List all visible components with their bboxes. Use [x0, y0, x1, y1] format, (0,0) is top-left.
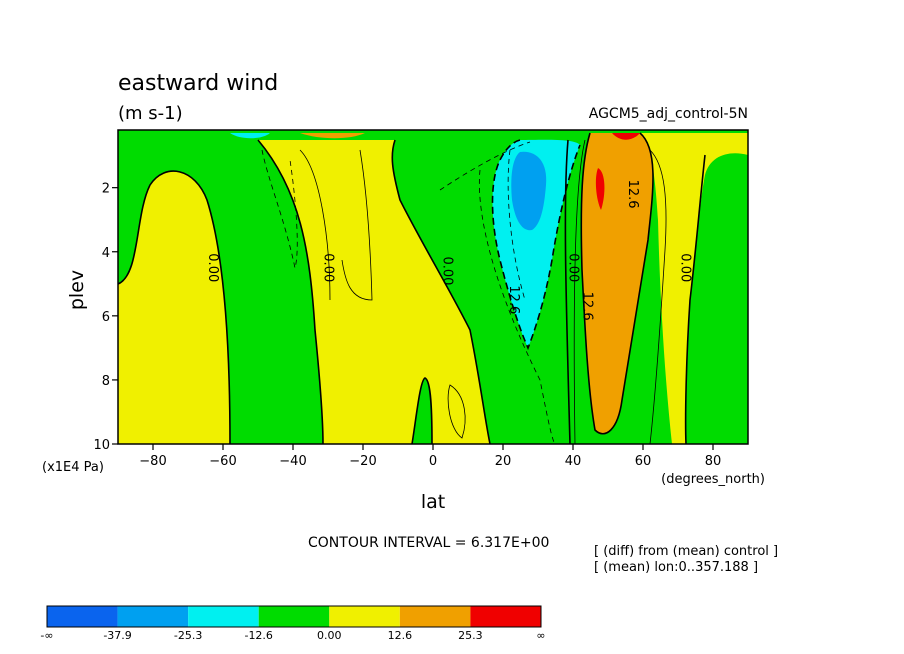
- colorbar-frame: [46, 605, 542, 628]
- field-yellow-central: [258, 140, 490, 444]
- x-tick-label: 20: [495, 454, 512, 469]
- field-red-top: [612, 133, 640, 140]
- contour-126-jet: [491, 139, 581, 351]
- y-tick-label: 10: [93, 438, 110, 453]
- contour-label: 0.00: [321, 253, 336, 282]
- contour-label: 0.00: [566, 253, 581, 282]
- colorbar-label: -25.3: [174, 629, 202, 642]
- x-axis-label: lat: [421, 491, 445, 513]
- x-tick-label: 40: [565, 454, 582, 469]
- contour-thin-2: [299, 149, 331, 301]
- contour-interval: CONTOUR INTERVAL = 6.317E+00: [308, 535, 549, 551]
- field-cyan-sh: [230, 133, 270, 139]
- field-red-core: [595, 168, 605, 210]
- contour-thin-5: [573, 139, 586, 444]
- y-tick-label: 4: [102, 246, 110, 261]
- contour-label: 12.6: [580, 292, 595, 321]
- contour-thin-4: [649, 149, 667, 444]
- contour-label: 0.00: [440, 257, 455, 286]
- x-tick-label: 0: [429, 454, 437, 469]
- contour-zero-5: [564, 139, 571, 444]
- y-tick-label: 8: [102, 374, 110, 389]
- contour-zero-1: [118, 170, 231, 444]
- x-tick-label: −80: [139, 454, 166, 469]
- contour-thin-dashed-2: [439, 141, 531, 191]
- colorbar-swatch: [329, 606, 400, 627]
- contour-zero-4: [411, 377, 433, 444]
- contour-zero-2: [257, 139, 324, 444]
- x-axis: −80 −60 −40 −20 0 20 40 60 80: [139, 444, 721, 469]
- field-orange-top: [300, 133, 365, 139]
- y-tick-label: 2: [102, 182, 110, 197]
- chart-title: eastward wind: [118, 71, 278, 96]
- colorbar-label: -12.6: [244, 629, 272, 642]
- field-blue-jet: [511, 151, 547, 231]
- chart-units: (m s-1): [118, 103, 183, 124]
- colorbar-swatch: [258, 606, 330, 627]
- x-tick-label: −20: [349, 454, 376, 469]
- colorbar-label: -∞: [40, 629, 53, 642]
- contour-label: 0.00: [678, 253, 693, 282]
- contour-thin-1: [341, 149, 373, 301]
- plot-area: 0.00 0.00 0.00 12.6 0.00 12.6 12.6 0.00: [117, 129, 749, 445]
- colorbar-swatch: [188, 606, 259, 627]
- x-units: (degrees_north): [661, 472, 765, 487]
- note-diff: [ (diff) from (mean) control ]: [594, 544, 778, 559]
- contour-thin-dashed-3: [478, 169, 556, 444]
- y-tick-label: 6: [102, 310, 110, 325]
- contour-126-nh: [580, 132, 654, 435]
- field-yellow-sh-lowlat: [118, 171, 230, 444]
- y-units: (x1E4 Pa): [42, 460, 104, 475]
- field-orange-nh: [581, 133, 653, 434]
- x-tick-label: −40: [279, 454, 306, 469]
- y-axis: 2 4 6 8 10: [93, 182, 118, 453]
- colorbar-label: ∞: [536, 629, 545, 642]
- contour-zero-6: [684, 154, 706, 444]
- colorbar-swatch: [399, 606, 471, 627]
- colorbar-swatch: [470, 606, 541, 627]
- colorbar-swatch: [117, 606, 189, 627]
- contour-thin-dashed-1: [261, 149, 298, 269]
- y-axis-label: plev: [66, 270, 88, 310]
- contour-thin-3: [447, 384, 466, 439]
- colorbar-label: 12.6: [388, 629, 413, 642]
- field-yellow-nh: [640, 133, 748, 444]
- contour-label: 0.00: [205, 253, 220, 282]
- run-label: AGCM5_adj_control-5N: [589, 106, 748, 122]
- colorbar-label: -37.9: [103, 629, 131, 642]
- x-tick-label: −60: [209, 454, 236, 469]
- colorbar-label: 0.00: [317, 629, 342, 642]
- colorbar-swatch: [47, 606, 118, 627]
- contour-label: 12.6: [506, 285, 521, 314]
- contour-zero-3: [391, 139, 491, 444]
- x-tick-label: 80: [705, 454, 722, 469]
- x-tick-label: 60: [635, 454, 652, 469]
- note-mean: [ (mean) lon:0..357.188 ]: [594, 560, 758, 575]
- colorbar-label: 25.3: [458, 629, 483, 642]
- colorbar: -∞ -37.9 -25.3 -12.6 0.00 12.6 25.3 ∞: [40, 605, 546, 642]
- contour-label: 12.6: [625, 180, 640, 209]
